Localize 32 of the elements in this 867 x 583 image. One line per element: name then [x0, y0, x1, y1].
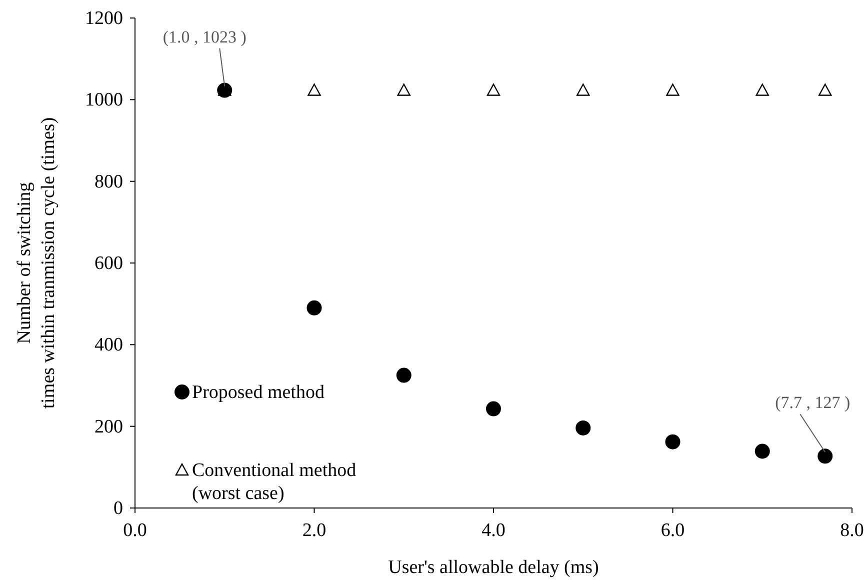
- x-axis-title: User's allowable delay (ms): [388, 557, 599, 578]
- annotation: (1.0 , 1023 ): [162, 27, 246, 46]
- point: [756, 84, 769, 96]
- x-tick-label: 4.0: [482, 520, 506, 541]
- y-tick-label: 1000: [85, 90, 123, 111]
- point: [396, 368, 412, 383]
- point: [306, 300, 322, 316]
- point: [486, 401, 501, 416]
- legend-label: Proposed method: [192, 382, 325, 403]
- legend-label: Conventional method (worst case): [192, 460, 357, 504]
- y-tick-label: 0: [114, 498, 123, 519]
- y-tick-label: 800: [94, 171, 123, 192]
- point: [754, 444, 770, 459]
- y-tick-label: 400: [94, 334, 123, 356]
- y-tick-label: 200: [94, 416, 123, 438]
- point: [576, 84, 590, 96]
- x-tick-label: 8.0: [840, 520, 864, 541]
- point: [818, 448, 833, 464]
- point: [576, 420, 591, 436]
- point: [665, 434, 680, 450]
- point: [308, 84, 321, 96]
- x-tick-label: 0.0: [123, 520, 147, 541]
- point: [397, 84, 410, 96]
- y-tick-label: 1200: [85, 8, 123, 29]
- point: [666, 84, 680, 96]
- x-tick-label: 2.0: [302, 520, 326, 541]
- annotation: (7.7 , 127 ): [775, 393, 850, 412]
- point: [486, 84, 500, 96]
- y-axis-title: Number of switching times within tranmission cycle (times): [14, 117, 59, 409]
- point: [818, 84, 832, 96]
- x-tick-label: 6.0: [660, 520, 685, 541]
- y-tick-label: 600: [94, 253, 123, 274]
